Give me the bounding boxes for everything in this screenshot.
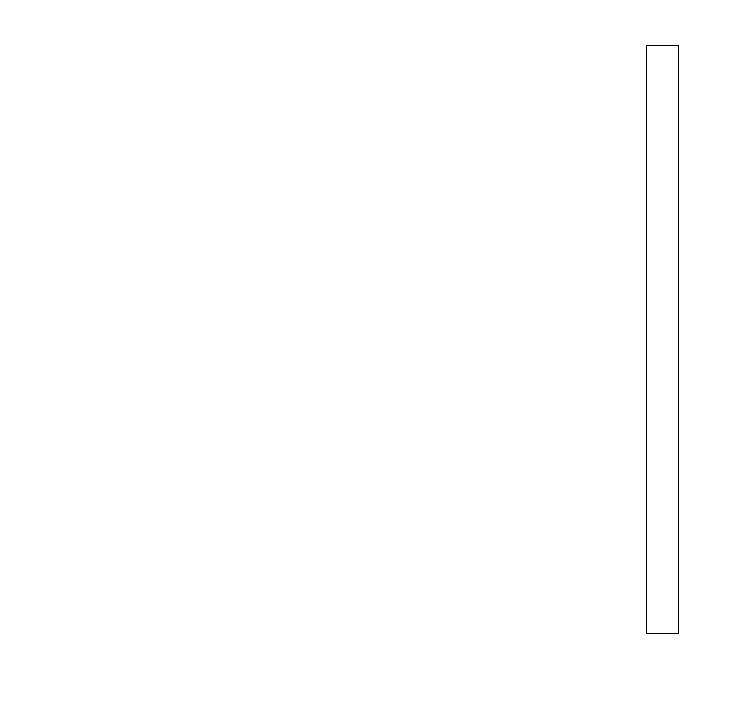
y-axis-title — [6, 38, 34, 118]
heatmap-canvas — [75, 42, 640, 635]
colorbar — [646, 45, 679, 634]
plot-title — [75, 2, 640, 40]
z-axis-title — [717, 63, 746, 173]
x-axis-title — [522, 663, 642, 691]
